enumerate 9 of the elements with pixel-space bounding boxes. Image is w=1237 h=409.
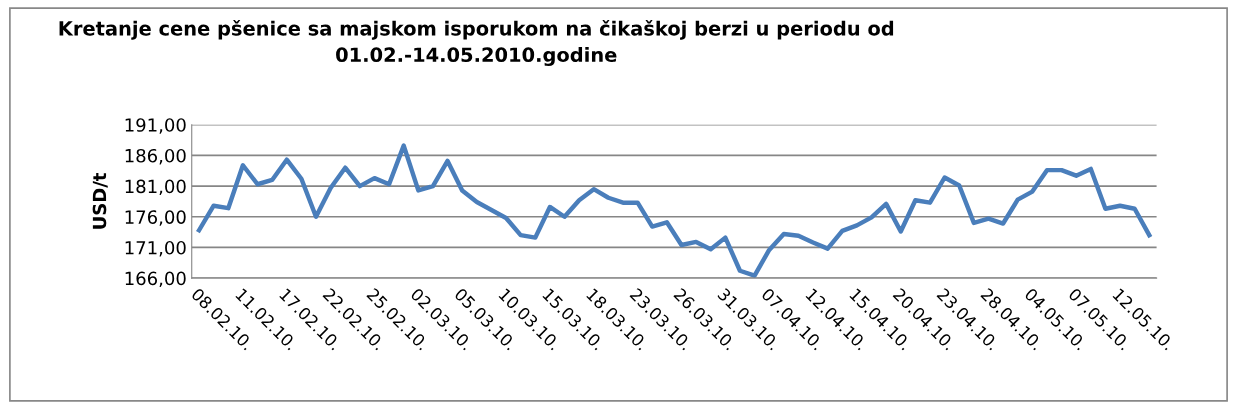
y-tick-label: 186,00 <box>125 148 186 165</box>
chart-title: Kretanje cene pšenice sa majskom isporukom na čikaškoj berzi u periodu od 01.02.-14.05.2010.godine <box>59 19 894 66</box>
y-tick-label: 171,00 <box>125 240 186 257</box>
y-tick-label: 176,00 <box>125 210 186 226</box>
y-tick-label: 191,00 <box>125 118 186 134</box>
y-tick-label: 181,00 <box>125 179 186 196</box>
line-series <box>196 143 1152 278</box>
y-tick-label: 166,00 <box>125 271 186 288</box>
y-axis-title: USD/t <box>92 172 108 229</box>
